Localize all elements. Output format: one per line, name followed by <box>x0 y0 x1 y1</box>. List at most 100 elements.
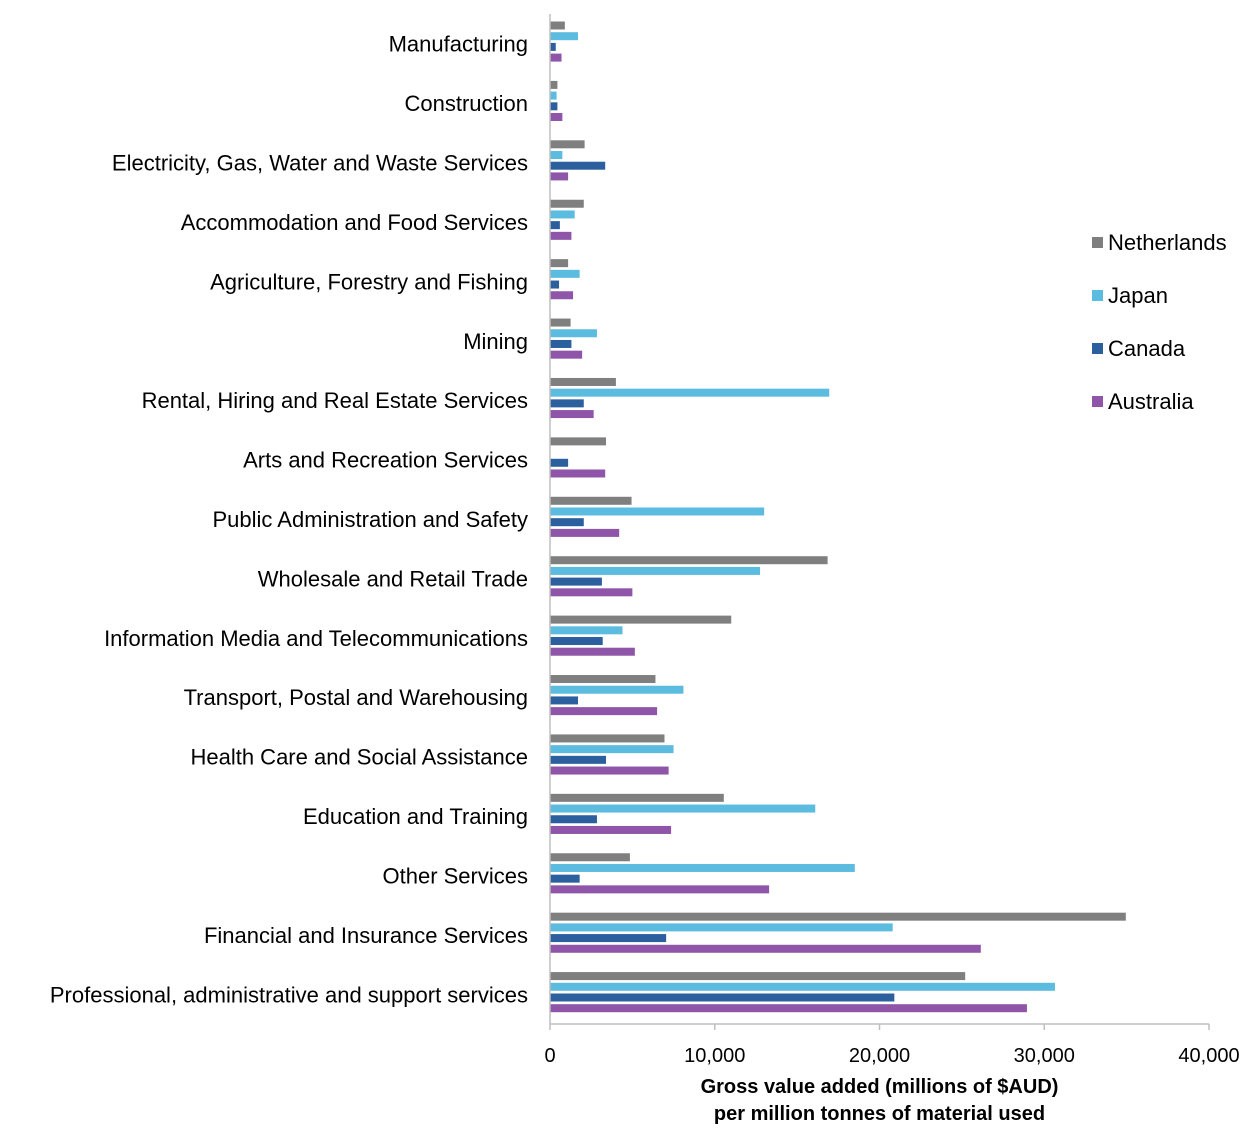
bar-australia-other-services <box>550 885 770 894</box>
bar-japan-manufacturing <box>550 32 579 41</box>
category-label-mining: Mining <box>463 329 528 354</box>
bar-netherlands-manufacturing <box>550 21 565 30</box>
bar-canada-public-administration-and-safety <box>550 518 584 527</box>
bar-japan-other-services <box>550 863 855 872</box>
category-label-electricity-gas-water-and-waste-services: Electricity, Gas, Water and Waste Servic… <box>112 151 528 176</box>
bar-netherlands-other-services <box>550 853 630 862</box>
bar-japan-electricity-gas-water-and-waste-services <box>550 151 563 160</box>
bar-japan-transport-postal-and-warehousing <box>550 685 684 694</box>
bar-japan-financial-and-insurance-services <box>550 923 893 932</box>
bar-japan-professional-administrative-and-support-services <box>550 982 1055 991</box>
category-label-agriculture-forestry-and-fishing: Agriculture, Forestry and Fishing <box>210 269 528 294</box>
legend-label-netherlands: Netherlands <box>1108 230 1227 255</box>
category-label-financial-and-insurance-services: Financial and Insurance Services <box>204 923 528 948</box>
bar-japan-construction <box>550 91 557 100</box>
bar-australia-health-care-and-social-assistance <box>550 766 669 775</box>
bar-australia-public-administration-and-safety <box>550 528 620 537</box>
bar-canada-financial-and-insurance-services <box>550 934 667 943</box>
bar-canada-manufacturing <box>550 42 556 51</box>
bar-japan-health-care-and-social-assistance <box>550 745 674 754</box>
x-tick-label: 40,000 <box>1178 1045 1239 1067</box>
bar-australia-financial-and-insurance-services <box>550 944 981 953</box>
bar-australia-construction <box>550 113 563 122</box>
bar-netherlands-rental-hiring-and-real-estate-services <box>550 377 616 386</box>
bar-canada-construction <box>550 102 558 111</box>
x-tick-label: 10,000 <box>684 1045 745 1067</box>
bar-netherlands-information-media-and-telecommunications <box>550 615 732 624</box>
legend-label-canada: Canada <box>1108 336 1186 361</box>
bar-canada-other-services <box>550 874 580 883</box>
bar-netherlands-accommodation-and-food-services <box>550 199 584 208</box>
bar-canada-rental-hiring-and-real-estate-services <box>550 399 584 408</box>
legend-label-japan: Japan <box>1108 283 1168 308</box>
legend-swatch-netherlands <box>1092 237 1103 248</box>
bar-canada-professional-administrative-and-support-services <box>550 993 895 1002</box>
x-tick-label: 20,000 <box>849 1045 910 1067</box>
bar-canada-accommodation-and-food-services <box>550 221 560 230</box>
bar-netherlands-electricity-gas-water-and-waste-services <box>550 140 585 149</box>
bar-netherlands-health-care-and-social-assistance <box>550 734 665 743</box>
legend-label-australia: Australia <box>1108 389 1194 414</box>
bar-japan-accommodation-and-food-services <box>550 210 575 219</box>
bar-canada-health-care-and-social-assistance <box>550 755 607 764</box>
category-label-wholesale-and-retail-trade: Wholesale and Retail Trade <box>258 566 528 591</box>
bar-netherlands-financial-and-insurance-services <box>550 912 1126 921</box>
category-label-other-services: Other Services <box>383 863 529 888</box>
bar-canada-information-media-and-telecommunications <box>550 637 603 646</box>
bar-netherlands-arts-and-recreation-services <box>550 437 607 446</box>
legend-swatch-canada <box>1092 343 1103 354</box>
bar-japan-information-media-and-telecommunications <box>550 626 623 635</box>
x-tick-label: 0 <box>544 1045 555 1067</box>
x-ticks: 0 10,000 20,000 30,000 40,000 <box>544 1024 1240 1067</box>
bar-canada-education-and-training <box>550 815 597 824</box>
bar-australia-professional-administrative-and-support-services <box>550 1004 1027 1013</box>
category-label-transport-postal-and-warehousing: Transport, Postal and Warehousing <box>184 685 528 710</box>
bar-canada-agriculture-forestry-and-fishing <box>550 280 560 289</box>
legend-swatch-australia <box>1092 396 1103 407</box>
bar-australia-arts-and-recreation-services <box>550 469 606 478</box>
bar-netherlands-wholesale-and-retail-trade <box>550 556 828 565</box>
bar-australia-rental-hiring-and-real-estate-services <box>550 410 594 419</box>
bar-australia-electricity-gas-water-and-waste-services <box>550 172 569 181</box>
bar-japan-public-administration-and-safety <box>550 507 765 516</box>
category-label-construction: Construction <box>404 91 528 116</box>
category-label-arts-and-recreation-services: Arts and Recreation Services <box>243 448 528 473</box>
bar-canada-electricity-gas-water-and-waste-services <box>550 161 606 170</box>
bar-australia-manufacturing <box>550 53 562 62</box>
category-label-professional-administrative-and-support-services: Professional, administrative and support… <box>50 982 528 1007</box>
bar-japan-wholesale-and-retail-trade <box>550 566 761 575</box>
x-axis-title-line: Gross value added (millions of $AUD) <box>701 1076 1059 1098</box>
bar-netherlands-public-administration-and-safety <box>550 496 632 505</box>
category-label-education-and-training: Education and Training <box>303 804 528 829</box>
bar-netherlands-education-and-training <box>550 793 724 802</box>
category-label-rental-hiring-and-real-estate-services: Rental, Hiring and Real Estate Services <box>142 388 528 413</box>
bar-japan-rental-hiring-and-real-estate-services <box>550 388 830 397</box>
bars <box>550 21 1126 1013</box>
category-label-accommodation-and-food-services: Accommodation and Food Services <box>181 210 528 235</box>
bar-australia-agriculture-forestry-and-fishing <box>550 291 574 300</box>
bar-japan-agriculture-forestry-and-fishing <box>550 269 580 278</box>
bar-netherlands-transport-postal-and-warehousing <box>550 675 656 684</box>
bar-canada-wholesale-and-retail-trade <box>550 577 602 586</box>
bar-netherlands-professional-administrative-and-support-services <box>550 972 966 981</box>
category-label-public-administration-and-safety: Public Administration and Safety <box>212 507 528 532</box>
category-label-information-media-and-telecommunications: Information Media and Telecommunications <box>104 626 528 651</box>
bar-netherlands-mining <box>550 318 571 327</box>
bar-netherlands-construction <box>550 80 558 89</box>
category-label-manufacturing: Manufacturing <box>389 32 528 57</box>
bar-australia-education-and-training <box>550 825 672 834</box>
bar-australia-information-media-and-telecommunications <box>550 647 635 656</box>
bar-netherlands-agriculture-forestry-and-fishing <box>550 259 569 268</box>
bar-canada-transport-postal-and-warehousing <box>550 696 579 705</box>
x-tick-label: 30,000 <box>1014 1045 1075 1067</box>
bar-japan-mining <box>550 329 597 338</box>
x-axis-title-line: per million tonnes of material used <box>714 1103 1045 1125</box>
legend-swatch-japan <box>1092 290 1103 301</box>
bar-australia-mining <box>550 350 583 359</box>
bar-australia-accommodation-and-food-services <box>550 231 572 240</box>
axes <box>549 14 1209 1025</box>
legend: Netherlands Japan Canada Australia <box>1092 230 1227 414</box>
category-labels: Manufacturing Construction Electricity, Ga… <box>50 32 528 1008</box>
bar-australia-wholesale-and-retail-trade <box>550 588 633 597</box>
